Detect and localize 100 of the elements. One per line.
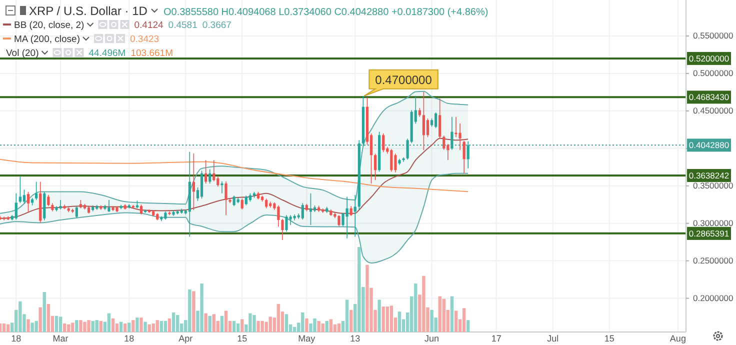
bar (87, 320, 90, 332)
candlestick (59, 200, 62, 210)
bar (212, 314, 216, 332)
bar (305, 318, 308, 332)
candlestick (354, 194, 356, 238)
bar (107, 313, 111, 332)
bar (378, 300, 381, 332)
bar (176, 315, 180, 332)
x-tick-label: Jun (424, 333, 440, 344)
candlestick (204, 160, 208, 184)
x-tick-label: 18 (124, 333, 134, 344)
bar (398, 312, 402, 332)
annotation: 103.661M (130, 48, 174, 59)
bar (164, 320, 168, 332)
bar (313, 318, 316, 332)
candlestick (462, 140, 466, 174)
bar (58, 316, 62, 332)
candlestick (277, 204, 280, 228)
ref-line-label: 0.2865391 (688, 228, 730, 238)
x-tick-label: 17 (491, 333, 502, 344)
bar (268, 316, 272, 332)
candlestick (192, 153, 195, 210)
y-tick-label: 0.2000000 (693, 292, 734, 303)
chart-title: XRP / U.S. Dollar · 1D (29, 4, 148, 18)
bar (382, 306, 385, 332)
bar (366, 264, 369, 332)
ref-line-label: 0.3638242 (688, 170, 730, 180)
candlestick (426, 118, 430, 138)
bar (144, 322, 147, 332)
bar (292, 326, 296, 332)
bar (386, 306, 389, 332)
candlestick (281, 218, 284, 240)
y-tick-label: 0.3000000 (693, 218, 734, 228)
x-tick-label: 15 (604, 333, 614, 344)
bar (123, 324, 127, 332)
bar (119, 322, 123, 332)
y-tick-label: 0.5500000 (693, 30, 734, 41)
candlestick (200, 170, 204, 199)
candlestick (466, 140, 470, 169)
bar (192, 291, 196, 332)
bar (140, 318, 143, 332)
candlestick (350, 206, 352, 216)
bar (18, 301, 22, 332)
candlestick (208, 168, 212, 184)
bar (252, 315, 256, 332)
bar (75, 320, 78, 332)
bar (67, 324, 70, 332)
candlestick (265, 198, 268, 209)
annotation: 0.4700000 (375, 72, 432, 87)
candlestick (224, 180, 228, 216)
bar (349, 310, 353, 332)
candlestick (35, 181, 38, 200)
bar (204, 313, 208, 332)
candlestick (22, 189, 26, 204)
y-tick-label: 0.2500000 (693, 256, 734, 266)
annotation: 0.4581 (168, 20, 198, 31)
bar (276, 304, 280, 332)
bar (329, 319, 332, 332)
bar (442, 298, 446, 332)
bar (220, 316, 224, 332)
bar (30, 322, 34, 332)
candlestick (342, 212, 344, 227)
candlestick (75, 206, 78, 218)
bar (83, 322, 86, 332)
x-tick-label: Aug (670, 333, 686, 344)
candlestick (346, 196, 348, 239)
bar (62, 324, 66, 332)
candlestick (450, 116, 454, 150)
bar (260, 320, 264, 332)
bar (438, 296, 442, 332)
bar (99, 320, 102, 332)
candlestick (301, 202, 304, 220)
x-tick-label: 15 (237, 333, 248, 344)
bar (172, 312, 176, 332)
bar (240, 319, 244, 332)
candlestick (390, 148, 393, 172)
bar (325, 320, 328, 332)
bar (345, 300, 349, 332)
ref-line-label: 0.4683430 (688, 92, 730, 102)
candlestick (285, 214, 288, 232)
annotation: 0.3423 (130, 34, 160, 45)
bar (168, 318, 172, 332)
bar (232, 320, 236, 332)
candlestick (338, 214, 340, 227)
bar (422, 276, 426, 332)
bar (54, 316, 58, 332)
bar (46, 304, 50, 332)
annotation: 0.4124 (134, 20, 164, 31)
y-tick-label: 0.4500000 (693, 106, 734, 116)
bar (160, 320, 164, 332)
bar (79, 320, 82, 332)
bar (38, 307, 42, 332)
chart-title: Vol (20) (6, 48, 39, 59)
bar (42, 292, 46, 332)
candlestick (140, 204, 143, 215)
bar (132, 320, 135, 332)
bar (208, 316, 212, 332)
candlestick (14, 192, 18, 220)
bar (200, 284, 204, 332)
bar (301, 312, 304, 332)
